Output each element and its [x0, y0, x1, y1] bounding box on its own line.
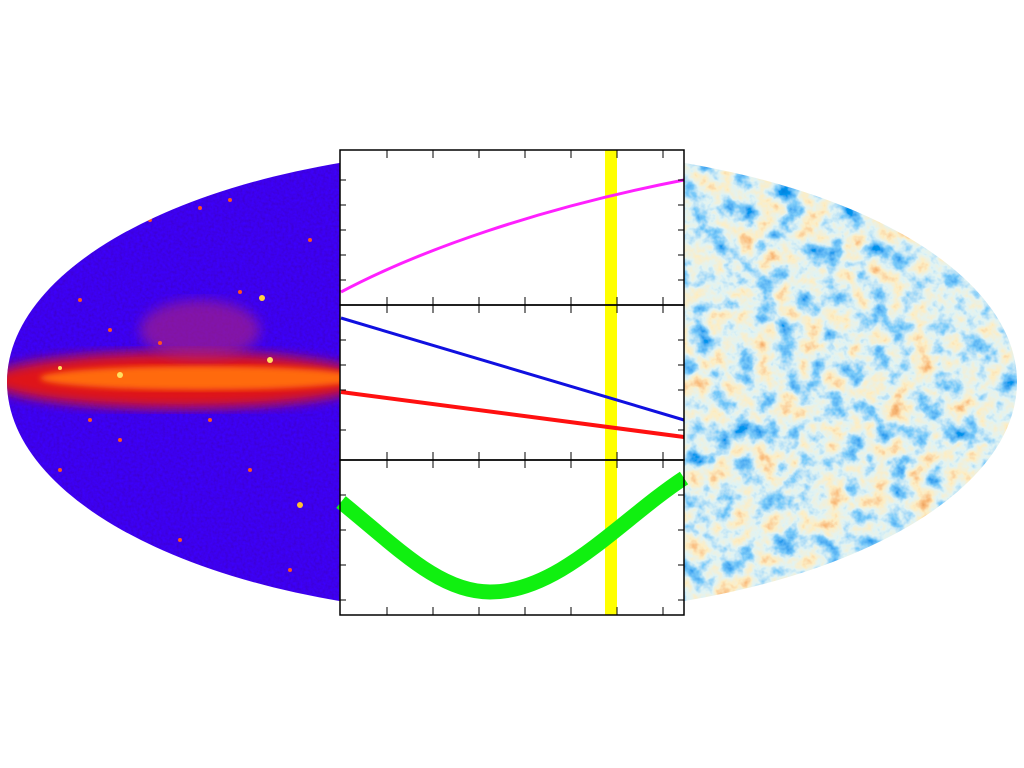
cmb-background [684, 149, 1017, 615]
blue-curve [340, 316, 685, 422]
point-sources [58, 198, 312, 572]
tick-marks [340, 150, 684, 615]
cmb-sky-map [684, 149, 1017, 615]
middle-panels [336, 149, 689, 616]
panel-background [340, 150, 684, 615]
red-curve [340, 390, 685, 439]
diffuse-emission [140, 300, 260, 360]
green-curve [336, 471, 689, 600]
galactic-core [40, 366, 340, 390]
magenta-curve [340, 178, 685, 294]
gamma-sky-map [7, 149, 340, 615]
highlight-band [605, 150, 617, 615]
panel-frames [339, 149, 685, 616]
